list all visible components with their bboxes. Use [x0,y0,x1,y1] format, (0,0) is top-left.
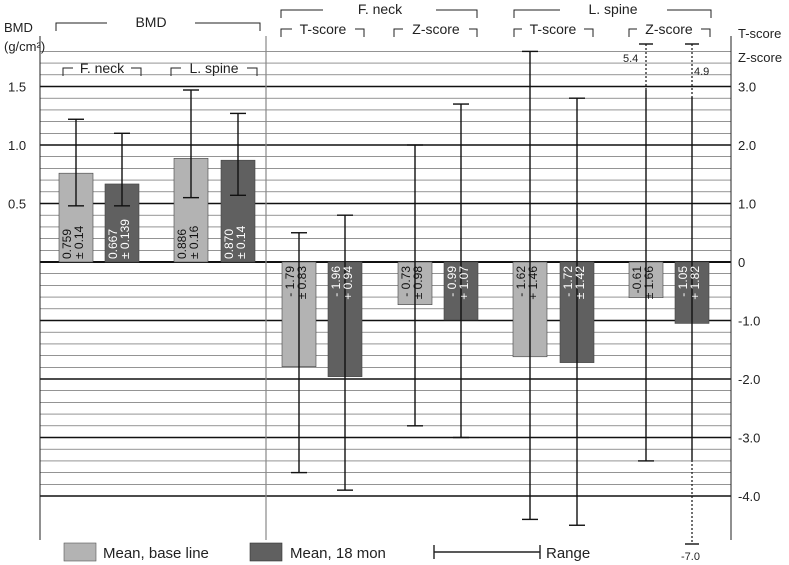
bar-value-label: 0.886 [175,229,189,259]
bmd-lspine-header: L. spine [189,60,238,76]
fneck-tscore-bracket [280,28,365,37]
legend-label-base: Mean, base line [103,545,209,562]
tick-labels: 1.5 1.0 0.5 3.0 2.0 1.0 0 -1.0 -2.0 -3.0 -4.0 [8,80,760,505]
fneck-header: F. neck [358,1,403,17]
left-axis-title-1: BMD [4,20,33,35]
group-headers: BMD (g/cm²) T-score Z-score BMD F. neck … [4,1,782,76]
right-tick-label: -4.0 [738,489,760,504]
right-tick-label: -1.0 [738,314,760,329]
right-axis-title-1: T-score [738,26,781,41]
lspine-header: L. spine [588,1,637,17]
legend-swatch-base [63,542,97,562]
bmd-fneck-bracket [62,67,142,76]
annotation-4-9: 4.9 [694,66,709,78]
bar-value-label: ± 0.139 [118,219,132,259]
left-tick-label: 1.5 [8,80,26,95]
right-tick-label: 0 [738,255,745,270]
bar-value-label: - 1.96 [329,266,343,297]
bar-value-labels: 0.759± 0.14 0.667± 0.139 0.886± 0.16 0.870±… [60,219,702,300]
lspine-bracket [513,9,712,18]
right-tick-label: -2.0 [738,372,760,387]
annotation-neg-7-0: -7.0 [681,551,700,563]
right-tick-label: 2.0 [738,138,756,153]
right-tick-label: -3.0 [738,431,760,446]
bar-value-label: ± 0.16 [187,225,201,259]
fneck-bracket [280,9,478,18]
bar-value-label: ± 0.14 [72,225,86,259]
bar-value-label: - 0.73 [399,266,413,297]
right-axis-title-2: Z-score [738,50,782,65]
bar-value-label: - 1.62 [514,266,528,297]
bar-value-label: ± 1.42 [573,266,587,300]
bar-value-label: 0.870 [222,229,236,259]
bar-value-label: + 1.82 [688,266,702,300]
gridlines [40,51,731,497]
legend: Mean, base line Mean, 18 mon Range [63,542,590,562]
bar-value-label: -0.61 [630,266,644,294]
left-tick-label: 1.0 [8,138,26,153]
lspine-zscore-header: Z-score [645,21,693,37]
legend-label-range: Range [546,545,590,562]
bars [58,158,710,377]
legend-label-18mon: Mean, 18 mon [290,545,386,562]
right-tick-label: 3.0 [738,80,756,95]
legend-swatch-18mon [249,542,283,562]
lspine-tscore-bracket [513,28,594,37]
left-tick-label: 0.5 [8,197,26,212]
fneck-zscore-bracket [393,28,478,37]
bar-value-label: 0.759 [60,229,74,259]
bmd-bracket [55,22,261,31]
bar-value-label: ± 0.98 [411,266,425,300]
range-bars [68,43,699,545]
bar-value-label: 0.667 [106,229,120,259]
bar-value-label: - 1.05 [676,266,690,297]
fneck-zscore-header: Z-score [412,21,460,37]
bar-value-label: + 1.46 [526,266,540,300]
bar-value-label: + 1.07 [457,266,471,300]
bar-value-label: ± 0.83 [295,266,309,300]
bar-value-label: - 0.99 [445,266,459,297]
bar-value-label: - 1.72 [561,266,575,297]
bar-value-label: ± 1.66 [642,266,656,300]
bar-value-label: + 0.94 [341,266,355,300]
lspine-zscore-bracket [628,28,711,37]
bmd-lspine-bracket [170,67,258,76]
bar-value-label: ± 0.14 [234,225,248,259]
lspine-tscore-header: T-score [530,21,577,37]
bmd-fneck-header: F. neck [80,60,125,76]
bar-value-label: - 1.79 [283,266,297,297]
annotation-5-4: 5.4 [623,53,638,65]
axes [39,36,732,540]
left-axis-title-2: (g/cm²) [4,39,45,54]
bmd-header: BMD [135,14,166,30]
fneck-tscore-header: T-score [300,21,347,37]
legend-range-symbol [433,545,541,559]
right-tick-label: 1.0 [738,197,756,212]
